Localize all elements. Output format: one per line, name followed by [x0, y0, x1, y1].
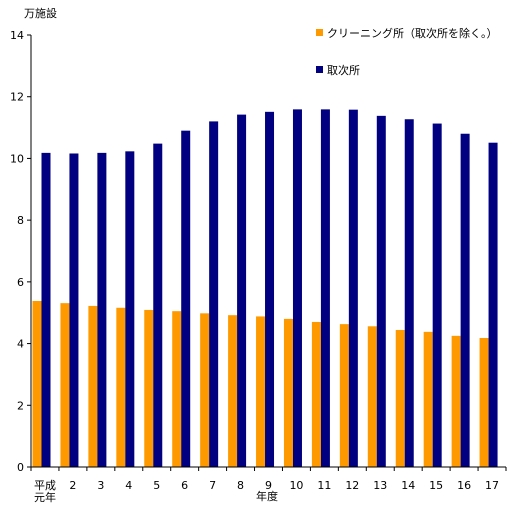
y-tick-label-6: 12 — [10, 91, 24, 104]
bar-agency-9 — [292, 109, 302, 468]
bar-agency-6 — [209, 121, 219, 468]
series-0 — [32, 300, 489, 467]
y-axis-label: 万施設 — [24, 6, 57, 20]
y-tick-label-3: 6 — [17, 276, 24, 289]
x-tick-label-1: 2 — [69, 479, 76, 492]
bar-agency-7 — [237, 114, 247, 468]
legend-label-cleaning: クリーニング所（取次所を除く。） — [327, 26, 498, 40]
bar-cleaning-2 — [88, 305, 98, 467]
bar-agency-16 — [488, 142, 498, 467]
y-tick-label-4: 8 — [17, 214, 24, 227]
bar-cleaning-13 — [395, 329, 405, 467]
bar-cleaning-5 — [172, 311, 182, 467]
x-tick-label-8: 9 — [265, 479, 272, 492]
x-tick-label-11: 12 — [345, 479, 359, 492]
legend-swatch-cleaning — [316, 29, 323, 36]
bar-cleaning-7 — [228, 315, 238, 467]
bar-cleaning-3 — [116, 307, 126, 467]
y-tick-label-5: 10 — [10, 152, 24, 165]
bar-agency-14 — [432, 123, 442, 467]
x-tick-label-14: 15 — [429, 479, 443, 492]
x-tick-label-7: 8 — [237, 479, 244, 492]
x-tick-label-0: 平成元年 — [34, 479, 56, 504]
bar-agency-3 — [125, 151, 135, 467]
series-1 — [41, 109, 498, 468]
legend-item-cleaning: クリーニング所（取次所を除く。） — [316, 26, 498, 40]
bar-agency-10 — [320, 109, 330, 468]
legend: クリーニング所（取次所を除く。） 取次所 — [316, 26, 498, 77]
bar-agency-12 — [376, 115, 386, 467]
x-tick-label-3: 4 — [125, 479, 132, 492]
bar-agency-1 — [69, 153, 79, 468]
bar-cleaning-14 — [423, 331, 433, 467]
x-tick-label-4: 5 — [153, 479, 160, 492]
bar-agency-8 — [265, 111, 275, 467]
x-tick-label-13: 14 — [401, 479, 415, 492]
legend-swatch-agency — [316, 66, 323, 73]
bar-agency-2 — [97, 152, 107, 467]
bar-cleaning-6 — [200, 313, 210, 467]
x-tick-label-6: 7 — [209, 479, 216, 492]
plot-area — [32, 109, 498, 468]
bar-cleaning-8 — [256, 316, 266, 467]
legend-label-agency: 取次所 — [327, 63, 360, 77]
bar-cleaning-12 — [367, 326, 377, 467]
y-tick-label-0: 0 — [17, 461, 24, 474]
y-tick-label-7: 14 — [10, 29, 24, 42]
bar-cleaning-15 — [451, 335, 461, 467]
x-tick-label-12: 13 — [373, 479, 387, 492]
legend-item-agency: 取次所 — [316, 63, 360, 77]
bar-cleaning-11 — [339, 324, 349, 467]
bar-cleaning-9 — [283, 318, 293, 467]
bar-agency-0 — [41, 152, 51, 467]
bar-cleaning-1 — [60, 303, 70, 467]
bar-agency-13 — [404, 119, 414, 468]
bar-agency-15 — [460, 133, 470, 468]
x-axis-label: 年度 — [256, 489, 278, 503]
bar-cleaning-16 — [479, 338, 489, 467]
x-tick-label-2: 3 — [97, 479, 104, 492]
x-tick-label-9: 10 — [289, 479, 303, 492]
bar-agency-4 — [153, 143, 163, 467]
x-tick-label-16: 17 — [485, 479, 499, 492]
bar-cleaning-4 — [144, 309, 154, 467]
x-tick-label-15: 16 — [457, 479, 471, 492]
y-tick-label-1: 2 — [17, 399, 24, 412]
axes: 0 2 4 6 8 10 12 14 平成元年 2 3 4 5 6 7 8 9 10 11 12 13 14 15 16 17 — [10, 29, 507, 504]
x-tick-label-5: 6 — [181, 479, 188, 492]
bar-agency-11 — [348, 109, 358, 468]
bar-cleaning-0 — [32, 300, 42, 467]
x-tick-label-10: 11 — [317, 479, 331, 492]
y-tick-label-2: 4 — [17, 338, 24, 351]
bar-agency-5 — [181, 130, 191, 467]
bar-cleaning-10 — [311, 321, 321, 467]
